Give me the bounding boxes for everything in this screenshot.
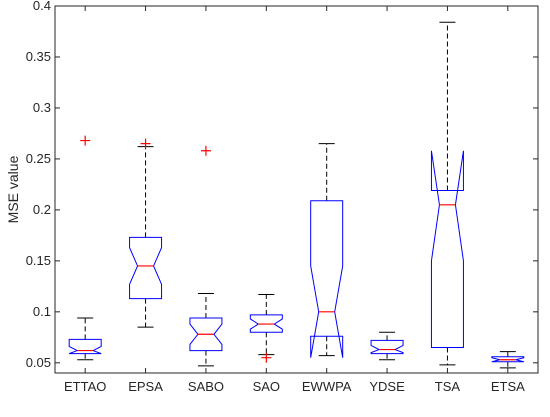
x-tick-label: TSA <box>435 379 461 394</box>
x-tick-label: SABO <box>188 379 224 394</box>
x-tick-label: ETTAO <box>64 379 106 394</box>
notched-box <box>129 236 163 300</box>
y-tick-label: 0.35 <box>26 49 51 64</box>
label-layer: 0.05 0.1 0.15 0.2 0.25 0.3 0.35 0.4 ETTAO EPSA SAB… <box>26 0 525 394</box>
x-tick-label: YDSE <box>369 379 405 394</box>
notched-box <box>370 339 404 355</box>
box-epsa <box>129 138 163 328</box>
y-tick-label: 0.2 <box>33 202 51 217</box>
outlier-marker <box>200 145 211 156</box>
y-tick-label: 0.1 <box>33 304 51 319</box>
box-sabo <box>189 145 223 367</box>
notched-box <box>68 338 102 355</box>
box-ettao <box>68 135 102 361</box>
y-axis-label: MSE value <box>5 155 21 223</box>
y-tick-label: 0.05 <box>26 355 51 370</box>
outlier-marker <box>261 352 272 363</box>
x-tick-label: SAO <box>253 379 280 394</box>
notched-box <box>189 317 223 352</box>
box-ydse <box>370 331 404 361</box>
box-sao <box>249 294 283 363</box>
notched-box <box>491 356 525 363</box>
outlier-marker <box>140 138 151 149</box>
y-tick-label: 0.4 <box>33 0 51 13</box>
x-tick-label: EWWPA <box>302 379 352 394</box>
box-ewwpa <box>310 143 344 358</box>
notched-box <box>430 150 464 349</box>
y-tick-label: 0.25 <box>26 151 51 166</box>
y-tick-label: 0.3 <box>33 100 51 115</box>
x-tick-label: ETSA <box>491 379 525 394</box>
y-tick-label: 0.15 <box>26 253 51 268</box>
box-etsa <box>491 351 525 369</box>
notched-box <box>249 314 283 333</box>
x-tick-label: EPSA <box>128 379 163 394</box>
axes-frame <box>54 5 539 374</box>
notched-box <box>310 200 344 358</box>
outlier-marker <box>80 135 91 146</box>
plot-area <box>54 5 539 374</box>
box-tsa <box>430 21 464 366</box>
